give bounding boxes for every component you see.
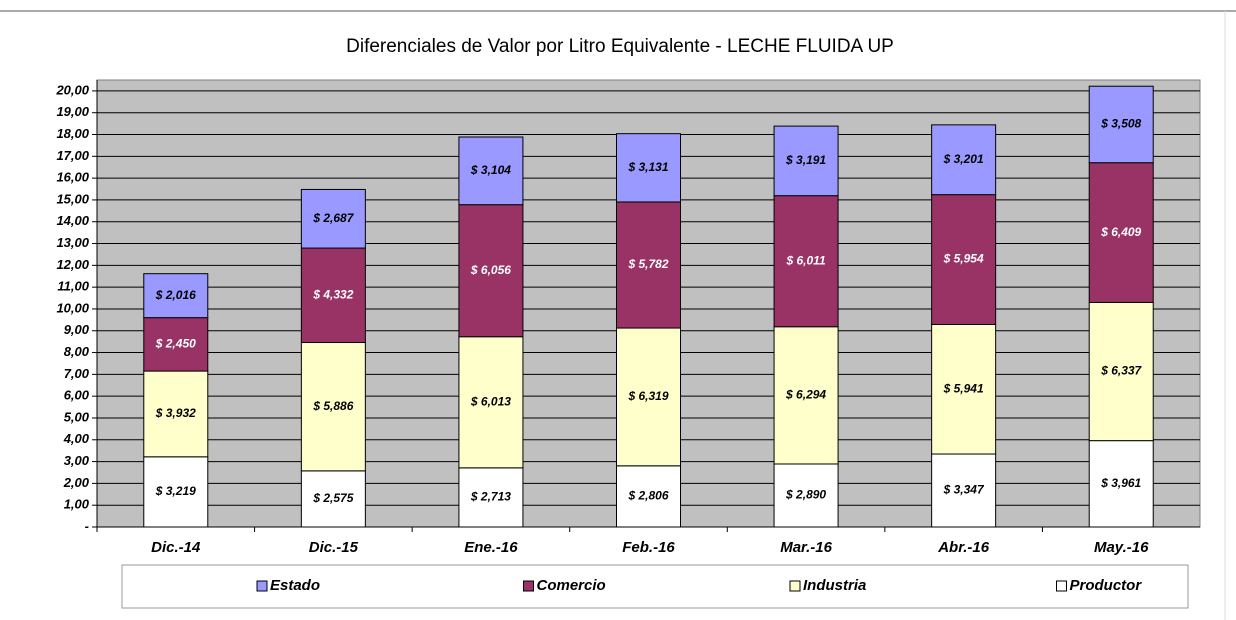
data-label: $ 3,347 <box>943 483 985 497</box>
legend-label: Comercio <box>537 577 606 594</box>
y-tick-label: 2,00 <box>63 475 90 490</box>
bar-segment <box>143 370 209 458</box>
y-tick-label: 10,00 <box>56 300 89 315</box>
y-tick-label: 18,00 <box>56 126 89 141</box>
data-label: $ 2,575 <box>312 491 353 505</box>
data-label: $ 5,941 <box>943 381 984 395</box>
data-label: $ 3,191 <box>785 153 826 167</box>
data-label: $ 5,886 <box>312 399 353 413</box>
data-label: $ 5,954 <box>943 252 984 266</box>
legend-swatch <box>256 580 268 592</box>
x-tick-label: Mar.-16 <box>780 539 832 556</box>
bar-segment <box>616 201 681 329</box>
bar-segment <box>773 195 839 328</box>
bar-segment <box>143 317 209 372</box>
bar-segment <box>931 194 997 325</box>
legend-swatch <box>523 580 534 592</box>
bar-segment <box>458 467 524 528</box>
y-tick-label: 4,00 <box>63 431 90 446</box>
x-tick-label: Ene.-16 <box>464 539 518 556</box>
y-tick-label: 9,00 <box>64 322 90 337</box>
bar-segment <box>1088 162 1154 303</box>
data-label: $ 5,782 <box>627 257 668 271</box>
bar-segment <box>143 273 209 319</box>
y-tick-label: 12,00 <box>56 257 89 272</box>
data-label: $ 3,219 <box>155 484 196 498</box>
x-tick-label: Feb.-16 <box>622 539 675 556</box>
data-label: $ 6,013 <box>470 394 511 408</box>
data-label: $ 6,294 <box>785 388 826 402</box>
bar-segment <box>773 326 839 465</box>
bar-segment <box>458 204 524 338</box>
bar-segment <box>931 124 997 196</box>
data-label: $ 6,319 <box>627 389 668 403</box>
y-tick-label: 1,00 <box>64 497 90 512</box>
data-label: $ 3,508 <box>1100 117 1141 131</box>
data-label: $ 3,201 <box>943 152 984 166</box>
bar-segment <box>773 125 839 197</box>
bar-segment <box>458 136 524 206</box>
bar-segment <box>1088 85 1154 164</box>
y-tick-label: 14,00 <box>56 213 89 228</box>
data-label: $ 6,337 <box>1100 364 1142 378</box>
bar-segment <box>616 327 681 467</box>
y-tick-label: 20,00 <box>55 82 89 97</box>
data-label: $ 3,961 <box>1100 476 1141 490</box>
legend-label: Industria <box>803 577 866 594</box>
y-tick-label: 15,00 <box>56 191 89 206</box>
y-tick-label: 7,00 <box>64 366 90 381</box>
chart-title: Diferenciales de Valor por Litro Equival… <box>346 36 894 57</box>
bar-segment <box>300 247 366 344</box>
data-label: $ 2,450 <box>155 337 196 351</box>
data-label: $ 3,104 <box>470 163 511 177</box>
bar-segment <box>931 323 997 455</box>
data-label: $ 2,687 <box>312 211 354 225</box>
x-tick-label: Dic.-15 <box>309 539 359 556</box>
x-tick-label: May.-16 <box>1094 539 1149 556</box>
y-tick-label: 13,00 <box>56 235 89 250</box>
bar-segment <box>773 463 839 528</box>
y-tick-label: 6,00 <box>64 388 90 403</box>
data-label: $ 6,409 <box>1100 225 1141 239</box>
data-label: $ 2,016 <box>155 288 196 302</box>
legend-box <box>121 564 1189 609</box>
y-tick-label: - <box>85 518 89 533</box>
data-label: $ 3,932 <box>155 406 196 420</box>
bar-segment <box>616 133 681 203</box>
y-tick-label: 11,00 <box>57 279 89 294</box>
data-label: $ 3,131 <box>627 160 668 174</box>
bar-segment <box>458 336 524 469</box>
y-tick-label: 19,00 <box>56 104 89 119</box>
y-tick-label: 16,00 <box>56 170 89 185</box>
legend-label: Productor <box>1070 577 1143 594</box>
y-tick-label: 17,00 <box>56 148 89 163</box>
y-tick-label: 8,00 <box>64 344 90 359</box>
bar-segment <box>300 342 366 472</box>
legend-swatch <box>789 580 801 592</box>
data-label: $ 2,806 <box>627 489 668 503</box>
bar-segment <box>143 456 209 528</box>
bar-segment <box>300 188 366 249</box>
y-tick-label: 5,00 <box>64 409 90 424</box>
y-tick-label: 3,00 <box>64 453 90 468</box>
data-label: $ 2,890 <box>785 488 826 502</box>
legend-swatch <box>1056 580 1067 592</box>
data-label: $ 6,011 <box>785 253 825 267</box>
legend-label: Estado <box>270 577 320 594</box>
data-label: $ 6,056 <box>470 263 511 277</box>
data-label: $ 4,332 <box>312 287 353 301</box>
x-tick-label: Dic.-14 <box>151 539 201 556</box>
x-tick-label: Abr.-16 <box>937 539 990 556</box>
bar-segment <box>931 453 997 528</box>
bar-segment <box>1088 301 1154 442</box>
data-label: $ 2,713 <box>470 490 511 504</box>
